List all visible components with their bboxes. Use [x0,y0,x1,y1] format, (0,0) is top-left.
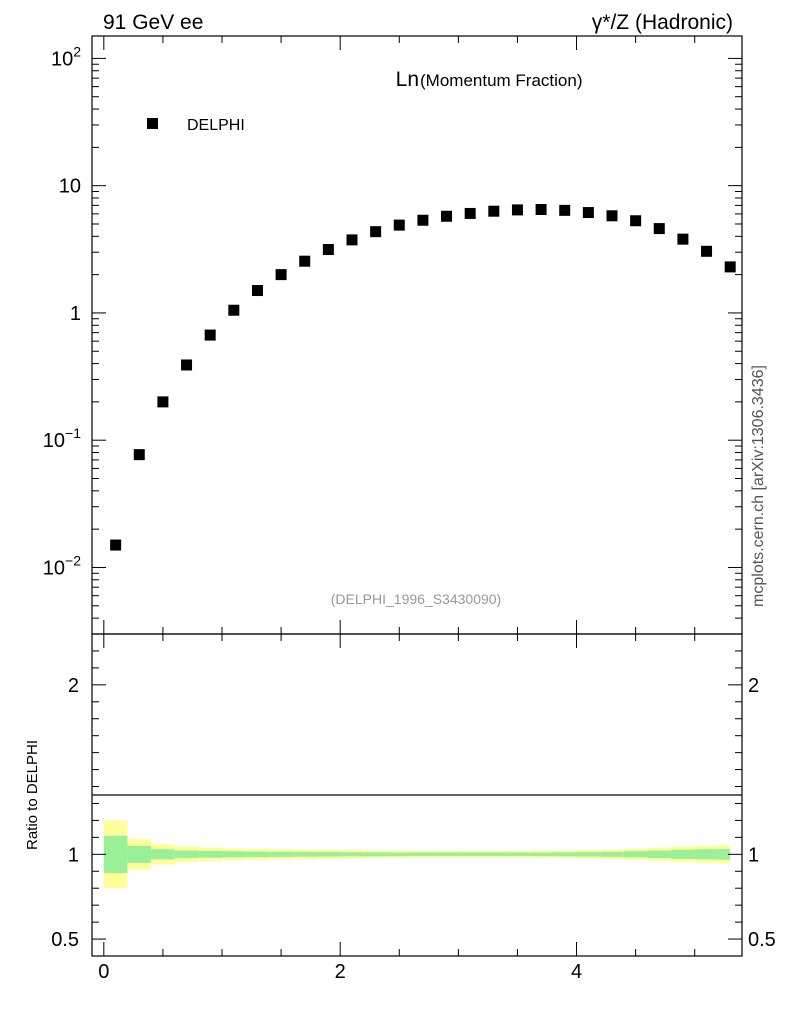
stat-uncertainty-band [151,849,175,860]
ratio-bands [103,820,730,889]
data-point [299,255,311,267]
stat-uncertainty-band [529,852,553,857]
data-point [346,234,358,246]
x-tick-label: 0 [98,961,109,983]
ratio-y-tick-label-right: 1 [748,844,759,866]
data-point [370,226,382,238]
stat-uncertainty-band [600,851,624,857]
y-tick-label: 10 [59,176,81,198]
data-point [488,205,500,217]
stat-uncertainty-band [576,852,601,857]
stat-uncertainty-band [292,851,317,857]
x-tick-label: 2 [335,961,346,983]
stat-uncertainty-band [623,851,648,858]
xtick-labels: 0 2 4 [98,961,582,983]
main-plot: 102 10 1 10−1 10−2 Ln (Momentum Fraction) DE… [43,35,743,635]
stat-uncertainty-band [718,848,730,860]
stat-uncertainty-band [411,852,435,857]
data-point [157,396,169,408]
data-point [322,244,334,256]
data-point [181,359,193,371]
stat-uncertainty-band [434,852,459,857]
header-right-label: γ*/Z (Hadronic) [592,11,733,34]
stat-uncertainty-band [552,852,577,857]
main-axis-ticks [92,36,742,635]
ratio-y-tick-label: 1 [68,844,79,866]
data-point [251,285,263,297]
data-point [204,329,216,341]
ratio-y-tick-label: 2 [68,675,79,697]
data-point [464,207,476,219]
ratio-plot-frame [91,633,743,957]
ratio-y-tick-label: 0.5 [51,929,79,951]
data-point [582,207,594,219]
y-tick-label: 10−1 [43,425,81,452]
data-point [701,245,713,257]
stat-uncertainty-band [103,835,128,873]
chart-title-sub: (Momentum Fraction) [420,71,582,90]
chart-title-main: Ln [396,68,419,91]
data-point [393,219,405,231]
stat-uncertainty-band [340,852,364,857]
ratio-plot: 2 2 1 1 0.5 0.5 0 2 4 Ratio to DELPHI [24,633,776,983]
ratio-y-tick-label-right: 0.5 [748,929,776,951]
stat-uncertainty-band [316,852,341,857]
ratio-axis-ticks [92,634,742,956]
data-point [133,449,145,461]
data-point [511,204,523,216]
analysis-id-label: (DELPHI_1996_S3430090) [331,591,501,607]
data-point [228,304,240,316]
data-point [630,215,642,227]
stat-uncertainty-band [694,849,719,860]
stat-uncertainty-band [127,845,152,863]
legend-label: DELPHI [187,117,245,134]
ratio-ylabel: Ratio to DELPHI [24,740,41,850]
data-point [275,269,287,281]
data-points [110,203,736,551]
ratio-y-tick-label-right: 2 [748,675,759,697]
y-tick-label: 1 [70,303,81,325]
stat-uncertainty-band [671,849,695,859]
stat-uncertainty-band [647,850,672,859]
stat-uncertainty-band [387,852,412,857]
stat-uncertainty-band [458,852,482,857]
data-point [535,203,547,215]
x-tick-label: 4 [571,961,582,983]
data-point [677,233,689,245]
data-point [110,539,122,551]
stat-uncertainty-band [174,850,199,859]
stat-uncertainty-band [269,851,293,857]
data-point [417,214,429,226]
main-ytick-labels: 102 10 1 10−1 10−2 [43,43,81,579]
stat-uncertainty-band [505,852,530,857]
y-tick-label: 10−2 [43,552,81,579]
stat-uncertainty-band [482,852,506,857]
legend-marker-icon [147,118,158,129]
data-point [724,261,736,273]
data-point [441,210,453,222]
ratio-ytick-labels: 2 2 1 1 0.5 0.5 [51,675,776,951]
data-point [606,210,618,222]
y-tick-label: 102 [51,43,81,70]
stat-uncertainty-band [245,851,270,858]
stat-uncertainty-band [222,851,246,858]
stat-uncertainty-band [198,850,222,858]
header-left-label: 91 GeV ee [103,11,203,34]
data-point [559,204,571,216]
stat-uncertainty-band [363,852,388,857]
data-point [653,223,665,235]
side-source-label: mcplots.cern.ch [arXiv:1306.3436] [750,365,767,607]
